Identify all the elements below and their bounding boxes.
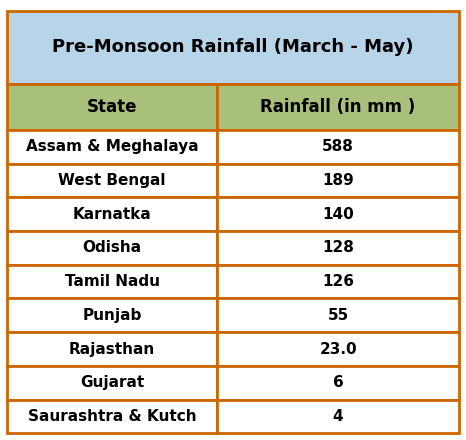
- Bar: [7, 84, 217, 130]
- Text: Rajasthan: Rajasthan: [69, 341, 155, 356]
- Text: 588: 588: [322, 139, 354, 154]
- Bar: [7, 164, 217, 197]
- Text: West Bengal: West Bengal: [58, 173, 166, 188]
- Bar: [7, 366, 217, 400]
- Bar: [217, 130, 459, 164]
- Bar: [217, 231, 459, 265]
- Bar: [217, 164, 459, 197]
- Text: 189: 189: [322, 173, 354, 188]
- Text: Punjab: Punjab: [82, 308, 142, 323]
- Bar: [7, 298, 217, 332]
- Text: 140: 140: [322, 207, 354, 222]
- Bar: [217, 265, 459, 298]
- Text: Karnatka: Karnatka: [73, 207, 151, 222]
- Bar: [7, 197, 217, 231]
- Bar: [217, 366, 459, 400]
- Text: Pre-Monsoon Rainfall (March - May): Pre-Monsoon Rainfall (March - May): [52, 38, 414, 56]
- Bar: [7, 231, 217, 265]
- Text: Tamil Nadu: Tamil Nadu: [65, 274, 159, 289]
- Bar: [217, 298, 459, 332]
- Bar: [7, 400, 217, 433]
- Text: Rainfall (in mm ): Rainfall (in mm ): [260, 98, 416, 116]
- Text: Odisha: Odisha: [82, 240, 142, 255]
- Text: 6: 6: [333, 375, 343, 390]
- Text: 23.0: 23.0: [319, 341, 357, 356]
- Text: 4: 4: [333, 409, 343, 424]
- Bar: [7, 332, 217, 366]
- Text: 128: 128: [322, 240, 354, 255]
- Bar: [217, 332, 459, 366]
- Text: Assam & Meghalaya: Assam & Meghalaya: [26, 139, 199, 154]
- Bar: [7, 11, 459, 84]
- Text: Gujarat: Gujarat: [80, 375, 144, 390]
- Text: State: State: [87, 98, 137, 116]
- Text: Saurashtra & Kutch: Saurashtra & Kutch: [28, 409, 196, 424]
- Bar: [217, 400, 459, 433]
- Text: 55: 55: [328, 308, 349, 323]
- Bar: [217, 197, 459, 231]
- Bar: [7, 265, 217, 298]
- Text: 126: 126: [322, 274, 354, 289]
- Bar: [217, 84, 459, 130]
- Bar: [7, 130, 217, 164]
